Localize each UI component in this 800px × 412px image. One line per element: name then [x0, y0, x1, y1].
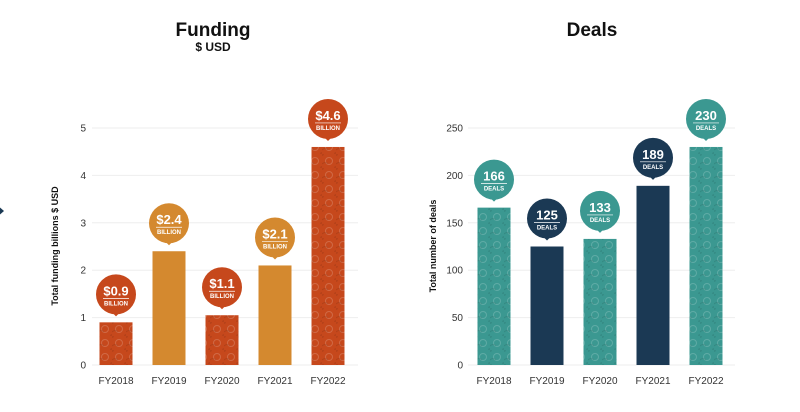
data-label: $2.1: [262, 226, 287, 241]
data-label-unit: BILLION: [104, 301, 128, 307]
label-bubble: [96, 274, 136, 315]
label-bubble: [308, 98, 348, 139]
x-tick-label: FY2020: [582, 376, 617, 387]
x-tick-label: FY2022: [688, 376, 723, 387]
x-tick-label: FY2018: [476, 376, 511, 387]
x-tick-label: FY2021: [635, 376, 670, 387]
x-tick-label: FY2018: [98, 376, 133, 387]
x-tick-label: FY2021: [257, 376, 292, 387]
bar-pattern: [689, 146, 723, 365]
y-tick-label: 250: [446, 124, 463, 135]
y-tick-label: 200: [446, 171, 463, 182]
label-bubble: [149, 203, 189, 244]
label-bubble: [633, 137, 673, 178]
y-tick-label: 100: [446, 266, 463, 277]
y-tick-label: 3: [80, 218, 86, 229]
chart-subtitle: $ USD: [195, 40, 231, 54]
data-label: $2.4: [156, 212, 182, 227]
bar: [636, 185, 670, 365]
data-label-unit: DEALS: [643, 165, 663, 171]
data-label: $4.6: [315, 108, 340, 123]
y-tick-label: 0: [457, 361, 463, 372]
y-tick-label: 2: [80, 266, 86, 277]
label-bubble: [202, 267, 242, 308]
y-axis-label: Total funding billions $ USD: [50, 186, 60, 306]
data-label: 133: [589, 200, 611, 215]
x-tick-label: FY2019: [529, 376, 564, 387]
bar: [152, 251, 186, 365]
data-label: 166: [483, 169, 505, 184]
y-tick-label: 1: [80, 313, 86, 324]
label-bubble: [474, 159, 514, 200]
bar-pattern: [99, 322, 133, 365]
data-label-unit: DEALS: [696, 126, 716, 132]
x-tick-label: FY2019: [151, 376, 186, 387]
data-label-unit: DEALS: [590, 218, 610, 224]
y-tick-label: 150: [446, 218, 463, 229]
bar-pattern: [583, 238, 617, 365]
label-bubble: [686, 98, 726, 139]
bar-pattern: [311, 146, 345, 365]
label-bubble: [255, 217, 295, 258]
x-tick-label: FY2020: [204, 376, 239, 387]
data-label-unit: DEALS: [537, 226, 557, 232]
y-tick-label: 4: [80, 171, 86, 182]
y-axis-label: Total number of deals: [428, 200, 438, 293]
y-tick-label: 0: [80, 361, 86, 372]
chart-title: Deals: [567, 20, 618, 41]
data-label-unit: BILLION: [263, 244, 287, 250]
label-bubble: [580, 190, 620, 231]
data-label: $1.1: [209, 276, 234, 291]
bar: [258, 265, 292, 365]
data-label-unit: BILLION: [157, 230, 181, 236]
y-tick-label: 5: [80, 124, 86, 135]
data-label-unit: BILLION: [210, 294, 234, 300]
bar-pattern: [205, 315, 239, 365]
nav-arrow-icon[interactable]: [0, 204, 4, 218]
x-tick-label: FY2022: [310, 376, 345, 387]
data-label: $0.9: [103, 283, 128, 298]
data-label-unit: DEALS: [484, 187, 504, 193]
data-label: 189: [642, 147, 664, 162]
bar: [530, 246, 564, 365]
data-label: 230: [695, 108, 717, 123]
bar-pattern: [477, 207, 511, 365]
y-tick-label: 50: [452, 313, 464, 324]
chart-title: Funding: [176, 20, 251, 41]
data-label: 125: [536, 208, 558, 223]
label-bubble: [527, 198, 567, 239]
data-label-unit: BILLION: [316, 126, 340, 132]
